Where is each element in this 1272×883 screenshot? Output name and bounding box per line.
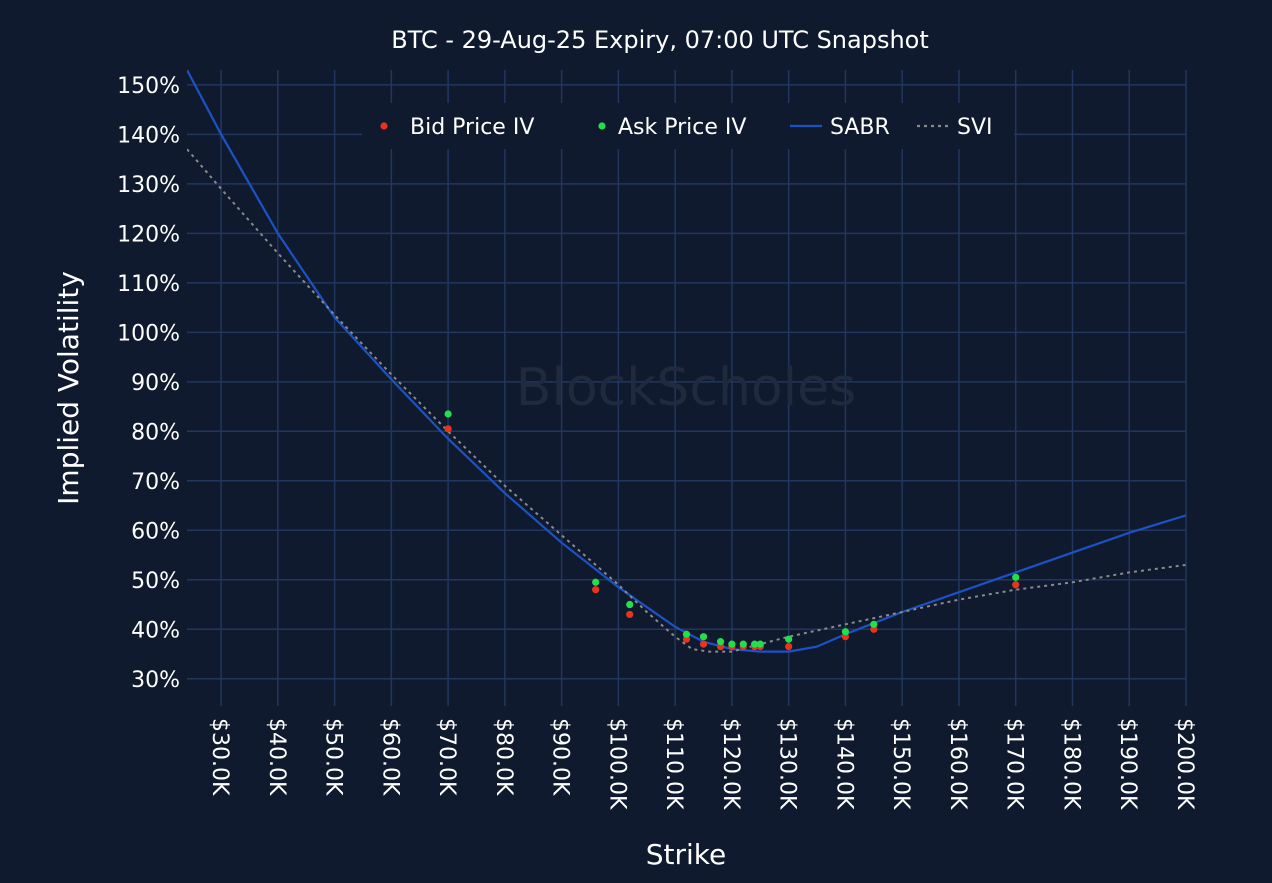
legend-marker <box>380 122 388 130</box>
legend: Bid Price IV Ask Price IV SABR SVI <box>362 103 1014 149</box>
y-tick-label: 150% <box>117 74 180 99</box>
y-tick-label: 100% <box>117 321 180 346</box>
grid <box>187 70 1187 706</box>
x-tick-label: $170.0K <box>1002 718 1027 810</box>
x-tick-label: $140.0K <box>831 718 856 810</box>
y-axis-title: Implied Volatility <box>52 271 85 505</box>
series-bid-price-iv-point <box>592 586 600 594</box>
x-tick-label: $110.0K <box>661 718 686 810</box>
chart-title: BTC - 29-Aug-25 Expiry, 07:00 UTC Snapsh… <box>391 26 929 54</box>
y-tick-labels: 30% 40% 50% 60% 70% 80% 90% 100% 110% 120% 130% 140… <box>117 74 180 693</box>
series-ask-price-iv-point <box>682 630 691 638</box>
y-tick-label: 80% <box>131 420 180 445</box>
x-tick-label: $160.0K <box>945 718 970 810</box>
series-ask-price-iv-point <box>756 640 764 648</box>
y-tick-label: 130% <box>117 173 180 198</box>
series-ask-price-iv-point <box>739 640 747 648</box>
series-bid-price-iv-point <box>870 625 878 633</box>
x-tick-label: $40.0K <box>264 718 289 796</box>
series-bid-price-iv-point <box>1012 581 1020 589</box>
watermark: BlockScholes <box>516 358 857 418</box>
series-ask-price-iv-point <box>728 640 736 648</box>
legend-label: Bid Price IV <box>410 115 534 140</box>
series-bid-price-iv-point <box>841 633 850 641</box>
series-bid-price-iv-point <box>444 425 452 433</box>
series-ask-price-iv-point <box>592 578 600 586</box>
x-tick-label: $70.0K <box>434 718 459 796</box>
series-ask-price-iv-point <box>870 620 878 628</box>
legend-background <box>362 103 1014 149</box>
series-ask-price-iv-point <box>841 628 850 636</box>
x-tick-label: $200.0K <box>1172 718 1197 810</box>
legend-label: SVI <box>957 115 993 140</box>
series-bid-price-iv-point <box>716 643 725 651</box>
legend-label: Ask Price IV <box>618 115 746 140</box>
legend-marker <box>598 122 606 130</box>
x-tick-labels: $30.0K $40.0K $50.0K $60.0K $70.0K $80.0K $90.… <box>207 718 1197 810</box>
x-tick-label: $150.0K <box>888 718 913 810</box>
y-tick-label: 90% <box>131 371 180 396</box>
series-svi-line <box>187 148 1186 653</box>
series-ask-price-iv-point <box>699 633 708 641</box>
x-tick-label: $80.0K <box>491 718 516 796</box>
x-tick-label: $120.0K <box>718 718 743 810</box>
x-tick-label: $190.0K <box>1115 718 1140 810</box>
x-tick-label: $180.0K <box>1058 718 1083 810</box>
series-ask-price-iv-point <box>1012 573 1020 581</box>
series-ask-price-iv-point <box>716 638 725 646</box>
series-ask-price-iv-point <box>751 640 759 648</box>
series-bid-price-iv-point <box>626 610 634 619</box>
y-tick-label: 40% <box>131 618 180 643</box>
y-tick-label: 120% <box>117 222 180 247</box>
x-axis-title: Strike <box>646 838 727 871</box>
y-tick-label: 50% <box>131 569 180 594</box>
series-layer <box>187 69 1186 653</box>
series-bid-price-iv-point <box>785 643 793 651</box>
x-tick-label: $60.0K <box>377 718 402 796</box>
legend-label: SABR <box>830 115 890 140</box>
y-tick-label: 70% <box>131 470 180 495</box>
series-ask-price-iv-point <box>626 600 634 609</box>
y-tick-label: 30% <box>131 668 180 693</box>
y-tick-label: 60% <box>131 519 180 544</box>
series-ask-price-iv-point <box>785 635 793 643</box>
x-tick-label: $90.0K <box>548 718 573 796</box>
series-ask-price-iv-point <box>444 410 452 418</box>
x-tick-label: $130.0K <box>775 718 800 810</box>
y-tick-label: 110% <box>117 272 180 297</box>
series-bid-price-iv-point <box>699 640 708 648</box>
x-tick-label: $30.0K <box>207 718 232 796</box>
series-bid-price-iv-point <box>682 635 691 643</box>
y-tick-label: 140% <box>117 123 180 148</box>
x-tick-label: $50.0K <box>321 718 346 796</box>
x-tick-label: $100.0K <box>604 718 629 810</box>
